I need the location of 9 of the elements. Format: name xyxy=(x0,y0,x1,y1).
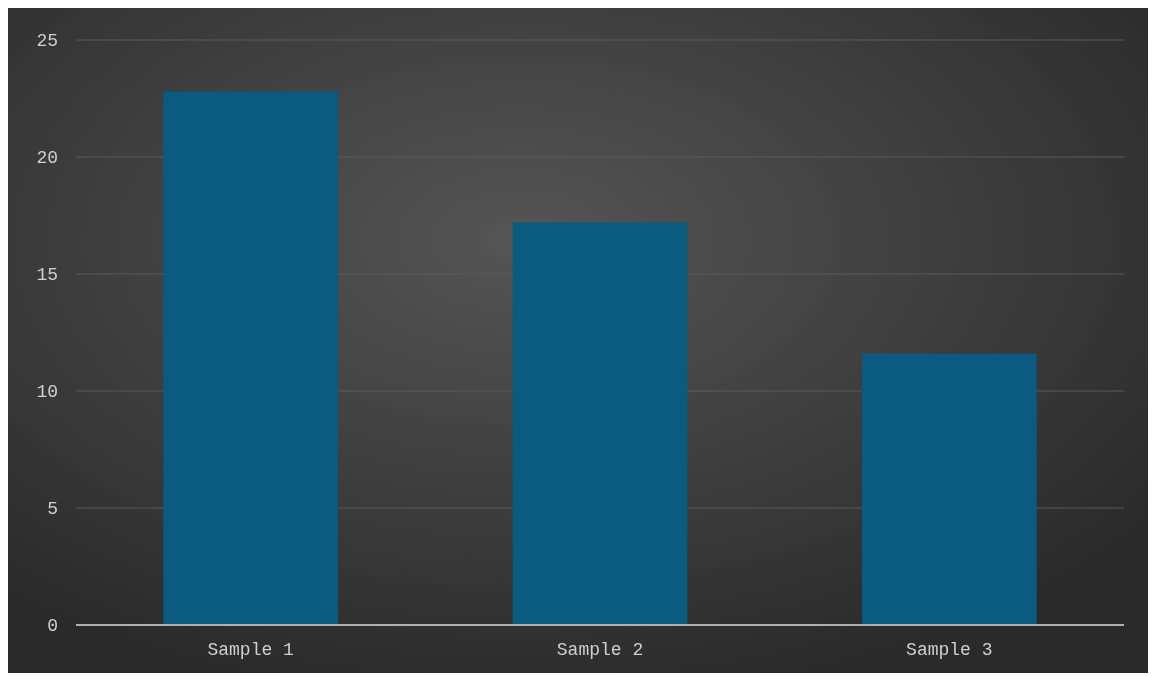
y-tick-label: 5 xyxy=(47,499,58,520)
y-tick-label: 10 xyxy=(36,382,58,403)
x-tick-label: Sample 2 xyxy=(556,640,644,660)
y-tick-label: 0 xyxy=(47,616,58,637)
x-tick-label: Sample 1 xyxy=(207,640,294,660)
y-tick-label: 25 xyxy=(36,31,58,52)
x-tick-label: Sample 3 xyxy=(906,640,993,660)
y-tick-label: 20 xyxy=(36,148,58,169)
y-tick-label: 15 xyxy=(36,265,58,286)
